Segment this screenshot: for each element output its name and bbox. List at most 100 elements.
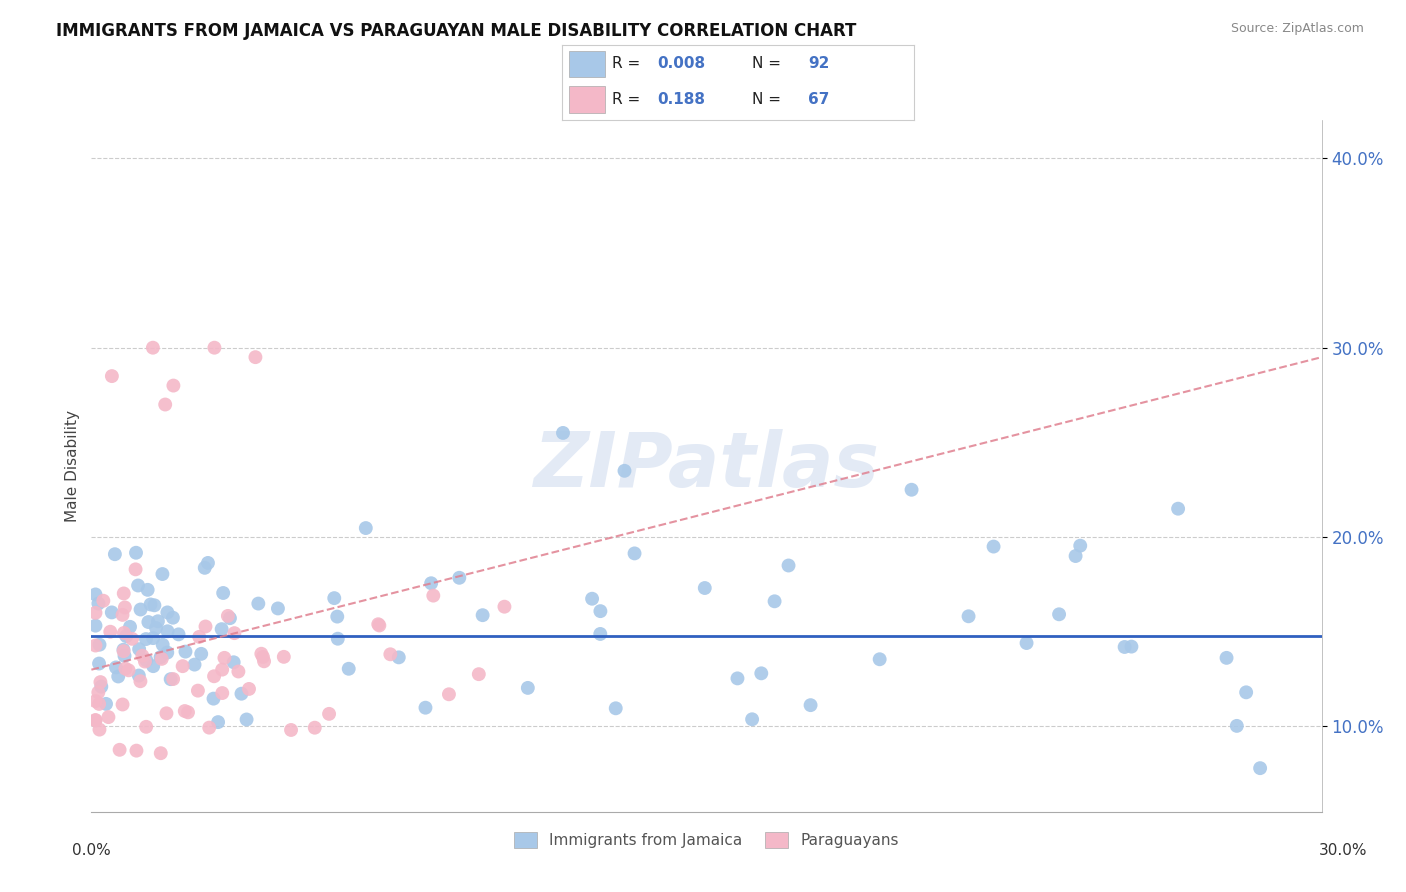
Point [174, 644, 197, 658]
Point [613, 464, 636, 478]
Point [84, 713, 107, 727]
Point [217, 608, 239, 623]
Point [449, 571, 471, 585]
Point [149, 650, 172, 665]
Point [741, 712, 763, 726]
Point [623, 546, 645, 560]
Point [693, 581, 716, 595]
Point [145, 621, 167, 635]
Point [98, 624, 121, 639]
Point [152, 638, 174, 652]
Point [238, 681, 260, 696]
Point [162, 672, 184, 686]
Point [104, 547, 127, 561]
Point [84, 694, 107, 708]
Point [135, 653, 157, 667]
Point [235, 713, 257, 727]
Point [900, 483, 922, 497]
Point [212, 586, 235, 600]
Point [211, 663, 233, 677]
Point [91, 593, 114, 607]
Point [156, 646, 179, 660]
Point [167, 627, 190, 641]
Point [142, 341, 165, 355]
Point [323, 591, 346, 606]
Point [224, 626, 246, 640]
Point [247, 597, 270, 611]
Point [252, 649, 274, 664]
Point [173, 704, 195, 718]
Point [90, 680, 112, 694]
Point [84, 587, 107, 601]
Point [183, 657, 205, 672]
Point [1226, 719, 1249, 733]
Point [749, 666, 772, 681]
Legend: Immigrants from Jamaica, Paraguayans: Immigrants from Jamaica, Paraguayans [506, 825, 907, 856]
Point [231, 687, 253, 701]
Point [114, 648, 136, 663]
Bar [569, 51, 605, 78]
Point [134, 655, 156, 669]
Point [146, 614, 169, 628]
Point [388, 650, 411, 665]
Point [155, 706, 177, 721]
Point [1249, 761, 1271, 775]
Point [131, 648, 153, 663]
Point [135, 720, 157, 734]
Point [142, 659, 165, 673]
Point [367, 617, 389, 632]
Point [422, 589, 444, 603]
Text: 67: 67 [808, 92, 830, 107]
Point [105, 660, 128, 674]
Point [108, 743, 131, 757]
Point [84, 714, 107, 728]
Point [177, 706, 200, 720]
Text: ZIPatlas: ZIPatlas [533, 429, 880, 503]
Point [957, 609, 980, 624]
Point [1015, 636, 1038, 650]
Point [101, 606, 124, 620]
Text: N =: N = [752, 56, 786, 71]
Text: Source: ZipAtlas.com: Source: ZipAtlas.com [1230, 22, 1364, 36]
Point [111, 607, 134, 622]
Point [150, 652, 173, 666]
Point [318, 706, 340, 721]
Point [551, 425, 574, 440]
Point [156, 606, 179, 620]
Point [214, 651, 236, 665]
Point [138, 615, 160, 629]
Point [87, 597, 110, 611]
Text: 92: 92 [808, 56, 830, 71]
Point [84, 618, 107, 632]
Point [87, 685, 110, 699]
Point [219, 611, 242, 625]
Point [194, 561, 217, 575]
Text: R =: R = [612, 92, 645, 107]
Point [471, 608, 494, 623]
Point [253, 654, 276, 668]
Point [273, 649, 295, 664]
Point [415, 700, 437, 714]
Point [304, 721, 326, 735]
Point [337, 662, 360, 676]
Point [129, 674, 152, 689]
Point [437, 687, 460, 701]
Point [581, 591, 603, 606]
Point [129, 602, 152, 616]
Point [202, 691, 225, 706]
Point [142, 631, 165, 645]
Point [143, 599, 166, 613]
Point [112, 586, 135, 600]
Point [202, 669, 225, 683]
Point [494, 599, 516, 614]
Point [1234, 685, 1257, 699]
Point [89, 638, 111, 652]
Point [1064, 549, 1087, 563]
Point [125, 546, 148, 560]
Point [84, 639, 107, 653]
Point [605, 701, 627, 715]
Point [114, 600, 136, 615]
Point [727, 672, 749, 686]
Point [159, 672, 181, 686]
Point [250, 647, 273, 661]
